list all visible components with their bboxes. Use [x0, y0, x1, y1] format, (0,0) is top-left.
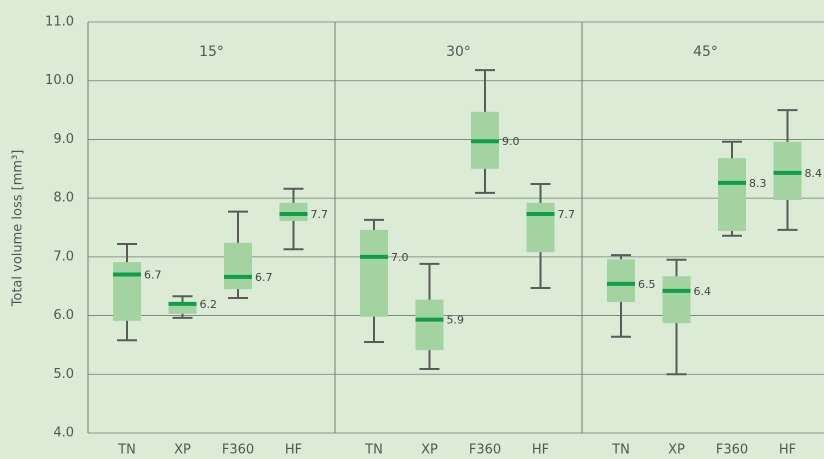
value-label: 5.9 — [447, 314, 465, 327]
box — [773, 141, 802, 200]
value-label: 6.2 — [200, 298, 218, 311]
box — [526, 202, 555, 253]
y-axis-label: Total volume loss [mm³] — [11, 150, 26, 308]
box — [662, 276, 691, 324]
panel-title: 30° — [446, 44, 471, 60]
x-tick-label: F360 — [469, 443, 501, 458]
panel-title: 15° — [199, 44, 224, 60]
x-tick-label: XP — [668, 443, 685, 458]
x-tick-label: HF — [779, 443, 796, 458]
x-tick-label: XP — [174, 443, 191, 458]
value-label: 6.5 — [638, 278, 656, 291]
y-tick-label: 5.0 — [53, 367, 74, 382]
box — [360, 229, 388, 317]
box — [607, 259, 635, 303]
y-tick-label: 4.0 — [53, 426, 74, 441]
box — [113, 262, 141, 321]
y-tick-label: 10.0 — [45, 73, 74, 88]
value-label: 7.0 — [391, 251, 409, 264]
x-tick-label: HF — [285, 443, 302, 458]
box — [415, 299, 444, 351]
x-tick-label: TN — [611, 443, 630, 458]
x-tick-label: TN — [117, 443, 136, 458]
value-label: 8.4 — [805, 167, 823, 180]
y-tick-label: 9.0 — [53, 132, 74, 147]
y-tick-label: 6.0 — [53, 308, 74, 323]
x-tick-label: TN — [364, 443, 383, 458]
value-label: 7.7 — [311, 208, 329, 221]
y-tick-label: 7.0 — [53, 249, 74, 264]
value-label: 6.7 — [255, 271, 273, 284]
box — [168, 302, 197, 314]
x-tick-label: F360 — [222, 443, 254, 458]
y-tick-label: 8.0 — [53, 191, 74, 206]
y-tick-label: 11.0 — [45, 15, 74, 30]
value-label: 6.7 — [144, 268, 162, 281]
panel-title: 45° — [693, 44, 718, 60]
x-tick-label: F360 — [716, 443, 748, 458]
value-label: 8.3 — [749, 177, 767, 190]
x-tick-label: XP — [421, 443, 438, 458]
box — [718, 158, 746, 232]
value-label: 9.0 — [502, 135, 520, 148]
value-label: 6.4 — [694, 285, 712, 298]
value-label: 7.7 — [558, 208, 576, 221]
box — [224, 242, 252, 290]
box — [279, 202, 308, 222]
x-tick-label: HF — [532, 443, 549, 458]
